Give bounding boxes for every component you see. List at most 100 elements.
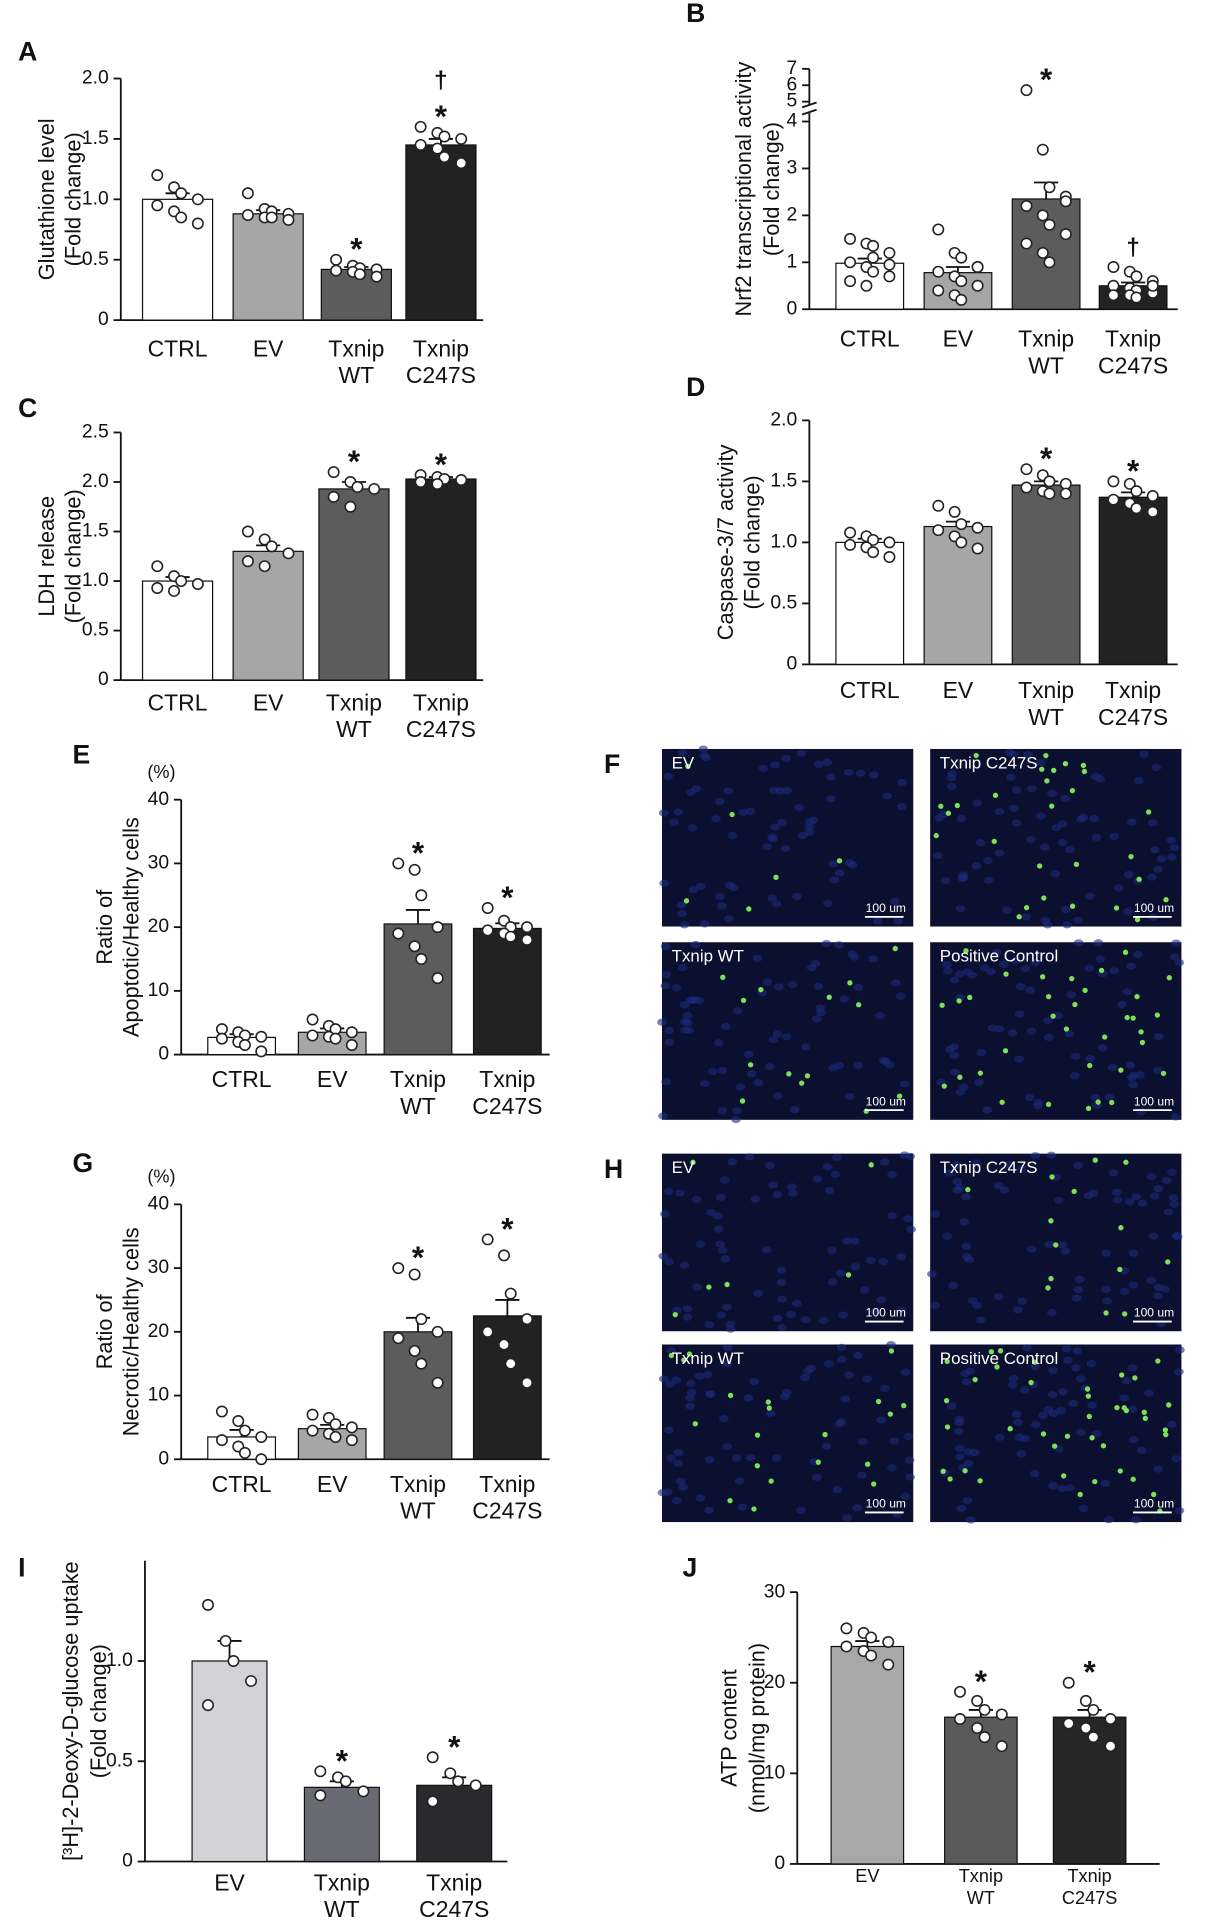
stained-cell (1046, 993, 1052, 1000)
bar (405, 144, 477, 321)
y-tick-label: 2.0 (770, 409, 797, 430)
nucleus (1056, 1406, 1066, 1415)
stained-cell (1119, 1372, 1125, 1378)
nucleus (1147, 873, 1157, 881)
nucleus (822, 1163, 833, 1171)
nucleus (1030, 1362, 1040, 1371)
x-tick-label: Txnip WT (1018, 326, 1074, 379)
nucleus (717, 1107, 728, 1115)
nucleus (1008, 1374, 1019, 1383)
nucleus (976, 1048, 987, 1057)
stained-cell (724, 1281, 730, 1288)
nucleus (932, 851, 943, 860)
nucleus (772, 1030, 783, 1038)
nucleus (961, 1378, 972, 1386)
nucleus (906, 1225, 916, 1234)
data-point (1087, 1703, 1100, 1716)
stained-cell (1049, 1174, 1055, 1180)
stained-cell (845, 1272, 852, 1278)
stained-cell (1089, 1435, 1095, 1441)
y-tick-label: 1.0 (82, 570, 109, 591)
nucleus (849, 953, 860, 961)
nucleus (1024, 1093, 1035, 1102)
nucleus (821, 939, 832, 948)
nucleus (832, 1153, 842, 1162)
nucleus (743, 1394, 754, 1402)
nucleus (983, 876, 994, 884)
nucleus (870, 1307, 881, 1316)
stained-cell (1085, 1105, 1092, 1112)
nucleus (699, 751, 710, 760)
nucleus (1085, 1054, 1096, 1063)
data-point (883, 551, 896, 564)
y-tick-label: 1.0 (770, 532, 797, 553)
y-axis-label: Apoptotic/Healthy cells (119, 817, 144, 1037)
nucleus (824, 1360, 834, 1368)
nucleus (1168, 1194, 1179, 1202)
nucleus (682, 1011, 693, 1020)
nucleus (1026, 835, 1037, 844)
stained-cell (1080, 762, 1087, 769)
stained-cell (1051, 1443, 1058, 1449)
nucleus (1090, 1093, 1101, 1102)
nucleus (1174, 1507, 1185, 1515)
bar (835, 541, 905, 666)
stained-cell (804, 1073, 811, 1079)
nucleus (1061, 1345, 1072, 1353)
nucleus (839, 995, 849, 1003)
data-point (521, 933, 534, 946)
data-point (408, 1268, 421, 1281)
stained-cell (1036, 863, 1043, 869)
nucleus (975, 839, 986, 847)
nucleus (738, 808, 749, 817)
nucleus (979, 964, 990, 972)
nucleus (752, 954, 763, 962)
nucleus (666, 1454, 676, 1462)
nucleus (1058, 820, 1068, 828)
stained-cell (668, 1352, 675, 1359)
y-axis-label: Caspase-3/7 activity (713, 444, 738, 640)
stained-cell (786, 1071, 792, 1077)
nucleus (879, 1158, 890, 1166)
nucleus (715, 1240, 725, 1248)
micrograph-title: Txnip WT (672, 947, 744, 966)
nucleus (825, 773, 836, 781)
nucleus (1074, 1275, 1085, 1283)
x-tick-label: Txnip C247S (1062, 1866, 1117, 1908)
data-point (481, 924, 494, 937)
nucleus (705, 1390, 715, 1398)
stained-cell (1092, 1157, 1098, 1163)
nucleus (1009, 804, 1019, 813)
data-point (883, 536, 896, 549)
nucleus (897, 778, 907, 787)
data-point (1043, 181, 1056, 194)
data-point (426, 1751, 439, 1764)
data-point (865, 1649, 878, 1662)
x-tick-label: Txnip WT (314, 1870, 370, 1920)
panel-letter: E (72, 739, 90, 769)
nucleus (1073, 1286, 1084, 1294)
nucleus (780, 844, 791, 853)
nucleus (669, 818, 679, 826)
nucleus (732, 1107, 742, 1115)
stained-cell (1117, 1266, 1123, 1273)
nucleus (893, 917, 903, 925)
micrograph (930, 748, 1182, 927)
nucleus (1057, 1485, 1068, 1493)
stained-cell (826, 994, 832, 1000)
stained-cell (836, 858, 843, 864)
stained-cell (1050, 1013, 1056, 1019)
data-point (1130, 270, 1143, 283)
nucleus (1035, 758, 1046, 766)
significance-marker: * (1040, 62, 1053, 97)
data-point (971, 1722, 984, 1735)
nucleus (958, 1083, 969, 1091)
nucleus (777, 1295, 787, 1303)
stained-cell (944, 1424, 951, 1430)
data-point (469, 1779, 482, 1792)
nucleus (1047, 1391, 1058, 1399)
data-point (1107, 261, 1120, 273)
nucleus (943, 967, 953, 975)
scale-label: 100 um (1134, 901, 1174, 915)
data-point (882, 1635, 895, 1648)
